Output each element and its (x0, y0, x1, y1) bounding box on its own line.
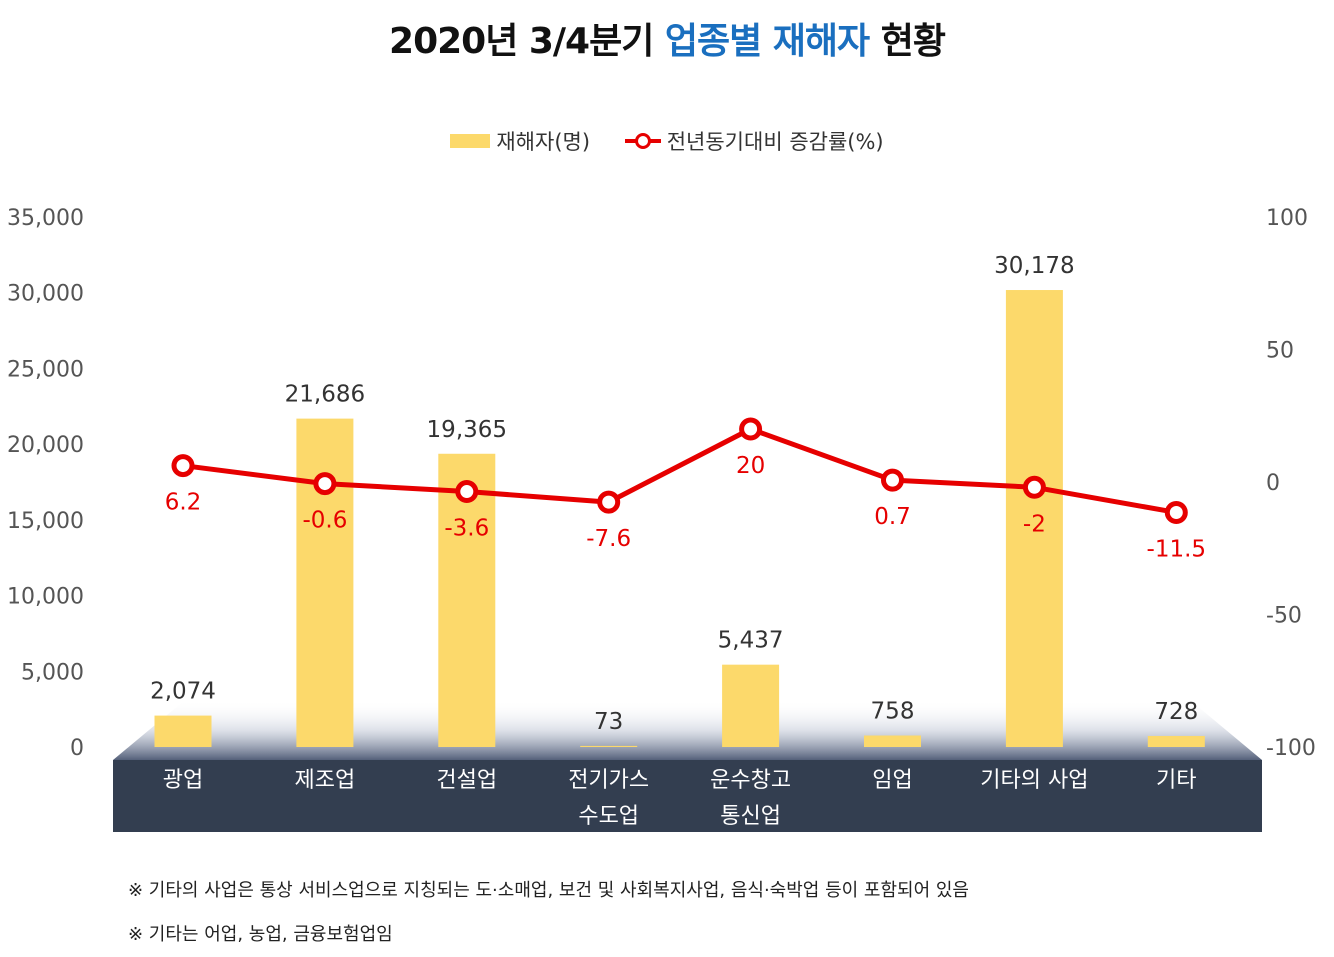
legend-item-line: 전년동기대비 증감률(%) (624, 126, 884, 156)
left-axis-tick-label: 25,000 (7, 357, 84, 382)
category-band (113, 760, 1262, 832)
category-label: 운수창고 (710, 768, 791, 793)
left-axis-tick-label: 0 (70, 736, 84, 761)
bar (864, 735, 921, 747)
right-axis-tick-label: 50 (1266, 339, 1294, 364)
chart-legend: 재해자(명) 전년동기대비 증감률(%) (0, 126, 1334, 156)
line-point (1022, 475, 1046, 499)
left-axis-tick-label: 20,000 (7, 433, 84, 458)
right-axis-tick-label: -50 (1266, 604, 1302, 629)
legend-item-bar: 재해자(명) (450, 126, 590, 156)
line-point (881, 468, 904, 492)
category-label: 기타 (1156, 768, 1196, 793)
left-axis-tick-label: 30,000 (7, 282, 84, 307)
bar-value-label: 728 (1154, 699, 1198, 725)
bar (296, 418, 354, 747)
legend-line-swatch (624, 131, 661, 151)
bar-value-labels: 2,074 21,686 19,365 73 5,437 758 30,178 728 (150, 253, 1198, 735)
bar-value-label: 21,686 (285, 382, 365, 408)
line-point (171, 454, 195, 478)
line-value-label: -3.6 (444, 516, 489, 542)
left-axis-tick-label: 10,000 (7, 585, 84, 610)
category-label: 기타의 사업 (980, 768, 1088, 793)
legend-line-label: 전년동기대비 증감률(%) (666, 130, 884, 154)
line-path (182, 426, 1177, 515)
right-axis-tick-label: -100 (1266, 736, 1316, 761)
category-label: 제조업 (295, 768, 356, 793)
right-axis-tick-label: 0 (1266, 471, 1280, 496)
bar-value-label: 73 (594, 709, 623, 735)
chart-title: 2020년 3/4분기 업종별 재해자 현황 (0, 12, 1334, 64)
line-value-label: -11.5 (1147, 536, 1207, 562)
category-label: 전기가스 (568, 768, 649, 793)
category-label: 건설업 (436, 768, 497, 793)
line-point (1164, 500, 1188, 524)
legend-bar-swatch (450, 134, 491, 148)
line-series (171, 417, 1188, 524)
bar-value-label: 5,437 (718, 628, 784, 654)
chart-floor (113, 700, 1262, 760)
footnote-1: ※ 기타의 사업은 통상 서비스업으로 지칭되는 도·소매업, 보건 및 사회복… (128, 880, 969, 901)
bar (1005, 290, 1063, 747)
category-label: 통신업 (720, 804, 781, 829)
bar (154, 715, 212, 747)
line-value-label: -7.6 (586, 526, 631, 552)
right-axis: -100 -50 0 50 100 (1266, 206, 1316, 761)
line-point (597, 490, 621, 514)
bar-series (154, 290, 1205, 747)
line-value-label: 6.2 (165, 490, 202, 516)
left-axis-tick-label: 5,000 (21, 660, 84, 685)
title-highlight: 업종별 재해자 (664, 21, 870, 62)
line-value-label: 0.7 (874, 504, 911, 530)
footnote-2: ※ 기타는 어업, 농업, 금융보험업임 (128, 924, 393, 945)
left-axis-tick-label: 35,000 (7, 206, 84, 231)
bar-value-label: 758 (871, 699, 915, 725)
bar (580, 745, 638, 747)
line-value-labels: 6.2 -0.6 -3.6 -7.6 20 0.7 -2 -11.5 (165, 453, 1206, 562)
line-value-label: -2 (1023, 511, 1046, 537)
left-axis: 0 5,000 10,000 15,000 20,000 25,000 30,000 35,0… (7, 206, 84, 761)
legend-bar-label: 재해자(명) (496, 130, 591, 154)
line-point (313, 472, 337, 496)
bar-value-label: 2,074 (150, 679, 216, 705)
bar (722, 664, 780, 747)
line-value-label: -0.6 (302, 508, 347, 534)
line-point (455, 480, 479, 504)
left-axis-tick-label: 15,000 (7, 509, 84, 534)
title-suffix: 현황 (880, 21, 946, 62)
bar (1147, 735, 1205, 747)
title-prefix: 2020년 3/4분기 (389, 21, 654, 62)
category-label: 수도업 (578, 804, 639, 829)
bar-value-label: 30,178 (994, 253, 1074, 279)
bar-value-label: 19,365 (427, 417, 507, 443)
category-label: 광업 (163, 768, 203, 793)
line-value-label: 20 (736, 453, 765, 479)
line-point (739, 417, 763, 441)
right-axis-tick-label: 100 (1266, 206, 1308, 231)
category-label: 임업 (872, 768, 912, 793)
